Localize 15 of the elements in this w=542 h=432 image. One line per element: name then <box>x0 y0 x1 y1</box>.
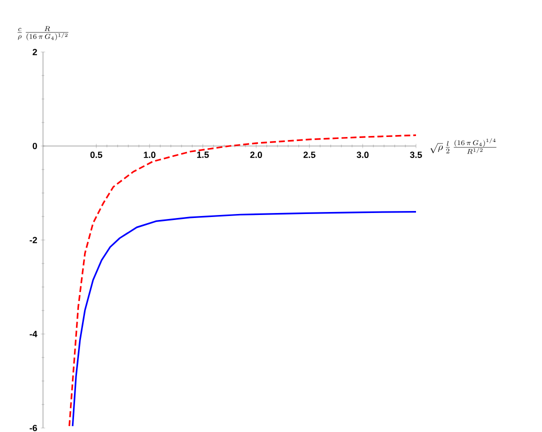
y-tick-label: 2 <box>32 48 37 56</box>
x-tick-label: 2.0 <box>250 152 262 158</box>
x-axis-title: $\sqrt{\rho}\,\frac{l}{2}\,\frac{(16\,\pi\,G_4)^{1/4}}{R^{1/2}}$ <box>430 138 496 154</box>
y-tick-label: -6 <box>30 424 38 432</box>
x-tick-label: 3.0 <box>356 152 369 158</box>
x-tick-label: 1.5 <box>197 152 209 158</box>
x-tick-label: 1.0 <box>144 152 156 158</box>
line-series <box>72 211 417 427</box>
x-tick-label: 2.5 <box>304 152 316 158</box>
y-tick-label: 0 <box>32 142 37 150</box>
x-tick-label: 3.5 <box>410 152 422 158</box>
y-tick-label: -4 <box>30 330 38 338</box>
y-axis-title: $\frac{c}{\rho}\,\frac{R}{(16\,\pi\,G_4)^{1/2}}$ <box>18 26 68 40</box>
x-tick-label: 0.5 <box>90 152 102 158</box>
y-tick-label: -2 <box>30 236 37 244</box>
